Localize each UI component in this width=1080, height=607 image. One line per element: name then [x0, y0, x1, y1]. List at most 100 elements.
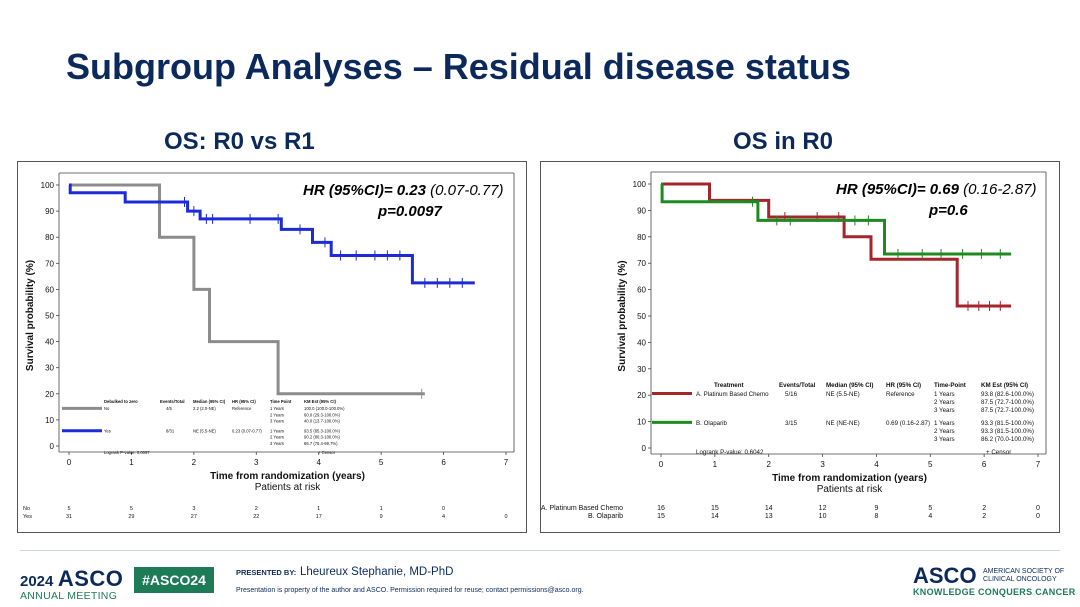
right-panel-title: OS in R0 [733, 128, 834, 155]
legend-timepoint: 2 Years [934, 428, 955, 435]
risk-count: 8 [874, 513, 878, 520]
logrank-pvalue: Logrank P-value: 0.0097 [104, 450, 150, 455]
legend-km-est: 93.3 (81.5-100.0%) [981, 420, 1034, 427]
legend-label: A. Platinum Based Chemo [696, 391, 769, 398]
legend-timepoint: 3 Years [934, 436, 955, 443]
patients-at-risk-title: Patients at risk [817, 484, 884, 495]
footer-divider [20, 550, 1060, 551]
x-tick-label: 7 [1036, 460, 1041, 469]
y-tick-label: 20 [45, 390, 54, 399]
slide-title: Subgroup Analyses – Residual disease sta… [66, 46, 851, 87]
legend-header: Debulked to zero [104, 399, 138, 404]
legend-label: Yes [104, 428, 111, 433]
risk-row-label: Yes [23, 514, 32, 520]
y-tick-label: 100 [633, 180, 647, 189]
legend-km-est: 93.5 (85.3-100.0%) [304, 428, 340, 433]
legend-header: Time Point [270, 399, 292, 404]
hashtag-badge: #ASCO24 [134, 567, 214, 593]
risk-count: 3 [192, 506, 195, 512]
x-tick-label: 5 [379, 458, 384, 467]
legend-median: 2.2 (2.0-NE) [193, 406, 216, 411]
risk-count: 22 [253, 514, 259, 520]
legend-km-est: 60.0 (29.3-100.0%) [304, 412, 340, 417]
legend-header: Events/Total [779, 382, 816, 389]
risk-row-label: A. Platinum Based Chemo [541, 505, 623, 512]
legend-km-est: 93.3 (81.5-100.0%) [981, 428, 1034, 435]
risk-count: 9 [874, 505, 878, 512]
y-tick-label: 100 [41, 181, 55, 190]
legend-timepoint: 3 Years [270, 441, 284, 446]
risk-count: 0 [504, 514, 507, 520]
y-axis-label: Survival probability (%) [25, 260, 36, 371]
y-tick-label: 50 [45, 312, 54, 321]
x-tick-label: 5 [928, 460, 933, 469]
risk-row-label: B. Olaparib [588, 513, 623, 520]
legend-header: Events/Total [160, 399, 185, 404]
risk-count: 15 [711, 505, 719, 512]
asco-society-logo: ASCO AMERICAN SOCIETY OF CLINICAL ONCOLOG… [913, 563, 1076, 597]
presenter-name: Lheureux Stephanie, MD-PhD [300, 566, 454, 578]
legend-header: KM Est (95% CI) [981, 382, 1028, 389]
legend-km-est: 93.8 (82.6-100.0%) [981, 391, 1034, 398]
y-tick-label: 0 [642, 444, 647, 453]
legend-events: 8/31 [166, 428, 175, 433]
risk-count: 27 [191, 514, 197, 520]
risk-count: 17 [316, 514, 322, 520]
x-tick-label: 1 [713, 460, 718, 469]
legend-hr: 0.69 (0.16-2.87) [886, 420, 930, 427]
legend-events: 5/16 [785, 391, 798, 398]
legend-label: No [104, 406, 110, 411]
x-tick-label: 4 [316, 458, 321, 467]
legend-km-est: 87.5 (72.7-100.0%) [981, 399, 1034, 406]
legend-km-est: 86.7 (75.4-99.7%) [304, 441, 338, 446]
y-tick-label: 40 [637, 338, 646, 347]
legend-timepoint: 2 Years [934, 399, 955, 406]
legend-median: NE (5.5-NE) [826, 391, 860, 398]
risk-count: 15 [657, 513, 665, 520]
legend-hr: Reference [232, 406, 252, 411]
logrank-pvalue: Logrank P-value: 0.6042 [696, 449, 764, 456]
risk-count: 2 [255, 506, 258, 512]
risk-count: 2 [982, 505, 986, 512]
legend-timepoint: 1 Years [934, 391, 955, 398]
y-tick-label: 90 [637, 206, 646, 215]
y-axis-label: Survival probability (%) [617, 260, 628, 371]
x-axis-label: Time from randomization (years) [210, 471, 365, 482]
y-tick-label: 30 [45, 364, 54, 373]
censor-legend: + Censor [318, 450, 336, 455]
risk-count: 0 [442, 506, 445, 512]
risk-count: 1 [380, 506, 383, 512]
p-value: p=0.6 [929, 202, 968, 219]
risk-count: 29 [128, 514, 134, 520]
x-axis-label: Time from randomization (years) [772, 473, 927, 484]
legend-events: 3/15 [785, 420, 798, 427]
y-tick-label: 90 [45, 207, 54, 216]
risk-count: 13 [765, 513, 773, 520]
p-value: p=0.0097 [378, 203, 442, 220]
censor-legend: + Censor [986, 449, 1011, 456]
y-tick-label: 40 [45, 338, 54, 347]
y-tick-label: 80 [45, 233, 54, 242]
legend-timepoint: 2 Years [270, 435, 284, 440]
risk-count: 14 [711, 513, 719, 520]
y-tick-label: 50 [637, 312, 646, 321]
y-tick-label: 10 [637, 418, 646, 427]
risk-count: 2 [982, 513, 986, 520]
legend-median: NE (NE-NE) [826, 420, 860, 427]
y-tick-label: 60 [45, 285, 54, 294]
legend-header: HR (95% CI) [886, 382, 921, 389]
km-chart-r0-vs-r1: 0 10 20 30 40 50 60 70 80 90 100 0 1 2 3 4 5 6 7 Time from … [17, 161, 527, 533]
legend-header: Treatment [714, 382, 744, 389]
risk-count: 5 [928, 505, 932, 512]
legend-median: NE (5.5-NE) [193, 428, 216, 433]
x-tick-label: 6 [982, 460, 987, 469]
x-tick-label: 4 [874, 460, 879, 469]
x-tick-label: 2 [766, 460, 771, 469]
hr-text: HR (95%CI)= 0.69 (0.16-2.87) [836, 181, 1037, 198]
y-tick-label: 70 [45, 259, 54, 268]
risk-count: 4 [928, 513, 932, 520]
risk-count: 5 [130, 506, 133, 512]
x-tick-label: 0 [67, 458, 72, 467]
